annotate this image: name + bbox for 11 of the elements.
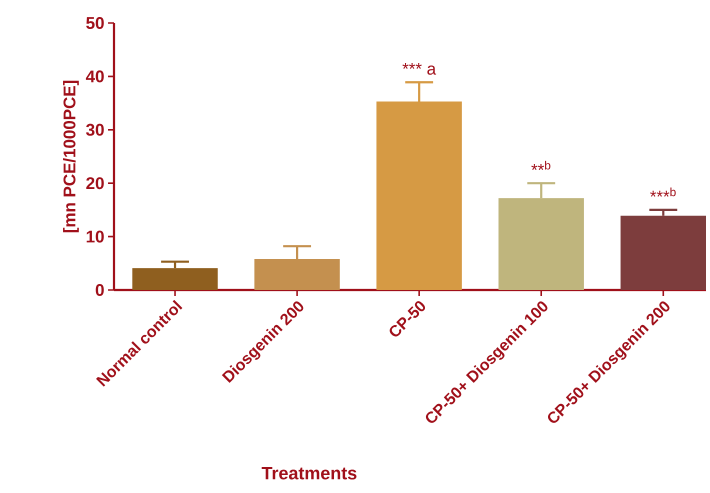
annotation: ***$^{b}$ [650, 188, 676, 197]
y-tick-label: 0 [96, 284, 104, 296]
y-tick-label: 10 [86, 230, 104, 243]
y-tick-label: 20 [86, 177, 104, 190]
y-tick-label: 50 [86, 17, 104, 29]
y-tick-label: 40 [86, 70, 104, 82]
annotation: **$^{b}$ [531, 160, 550, 170]
y-axis-title: [mn PCE/1000PCE] [63, 80, 79, 232]
y-tick-label: 30 [86, 124, 104, 136]
annotation: *** a [402, 62, 436, 75]
x-axis-title: Treatments [262, 466, 356, 480]
